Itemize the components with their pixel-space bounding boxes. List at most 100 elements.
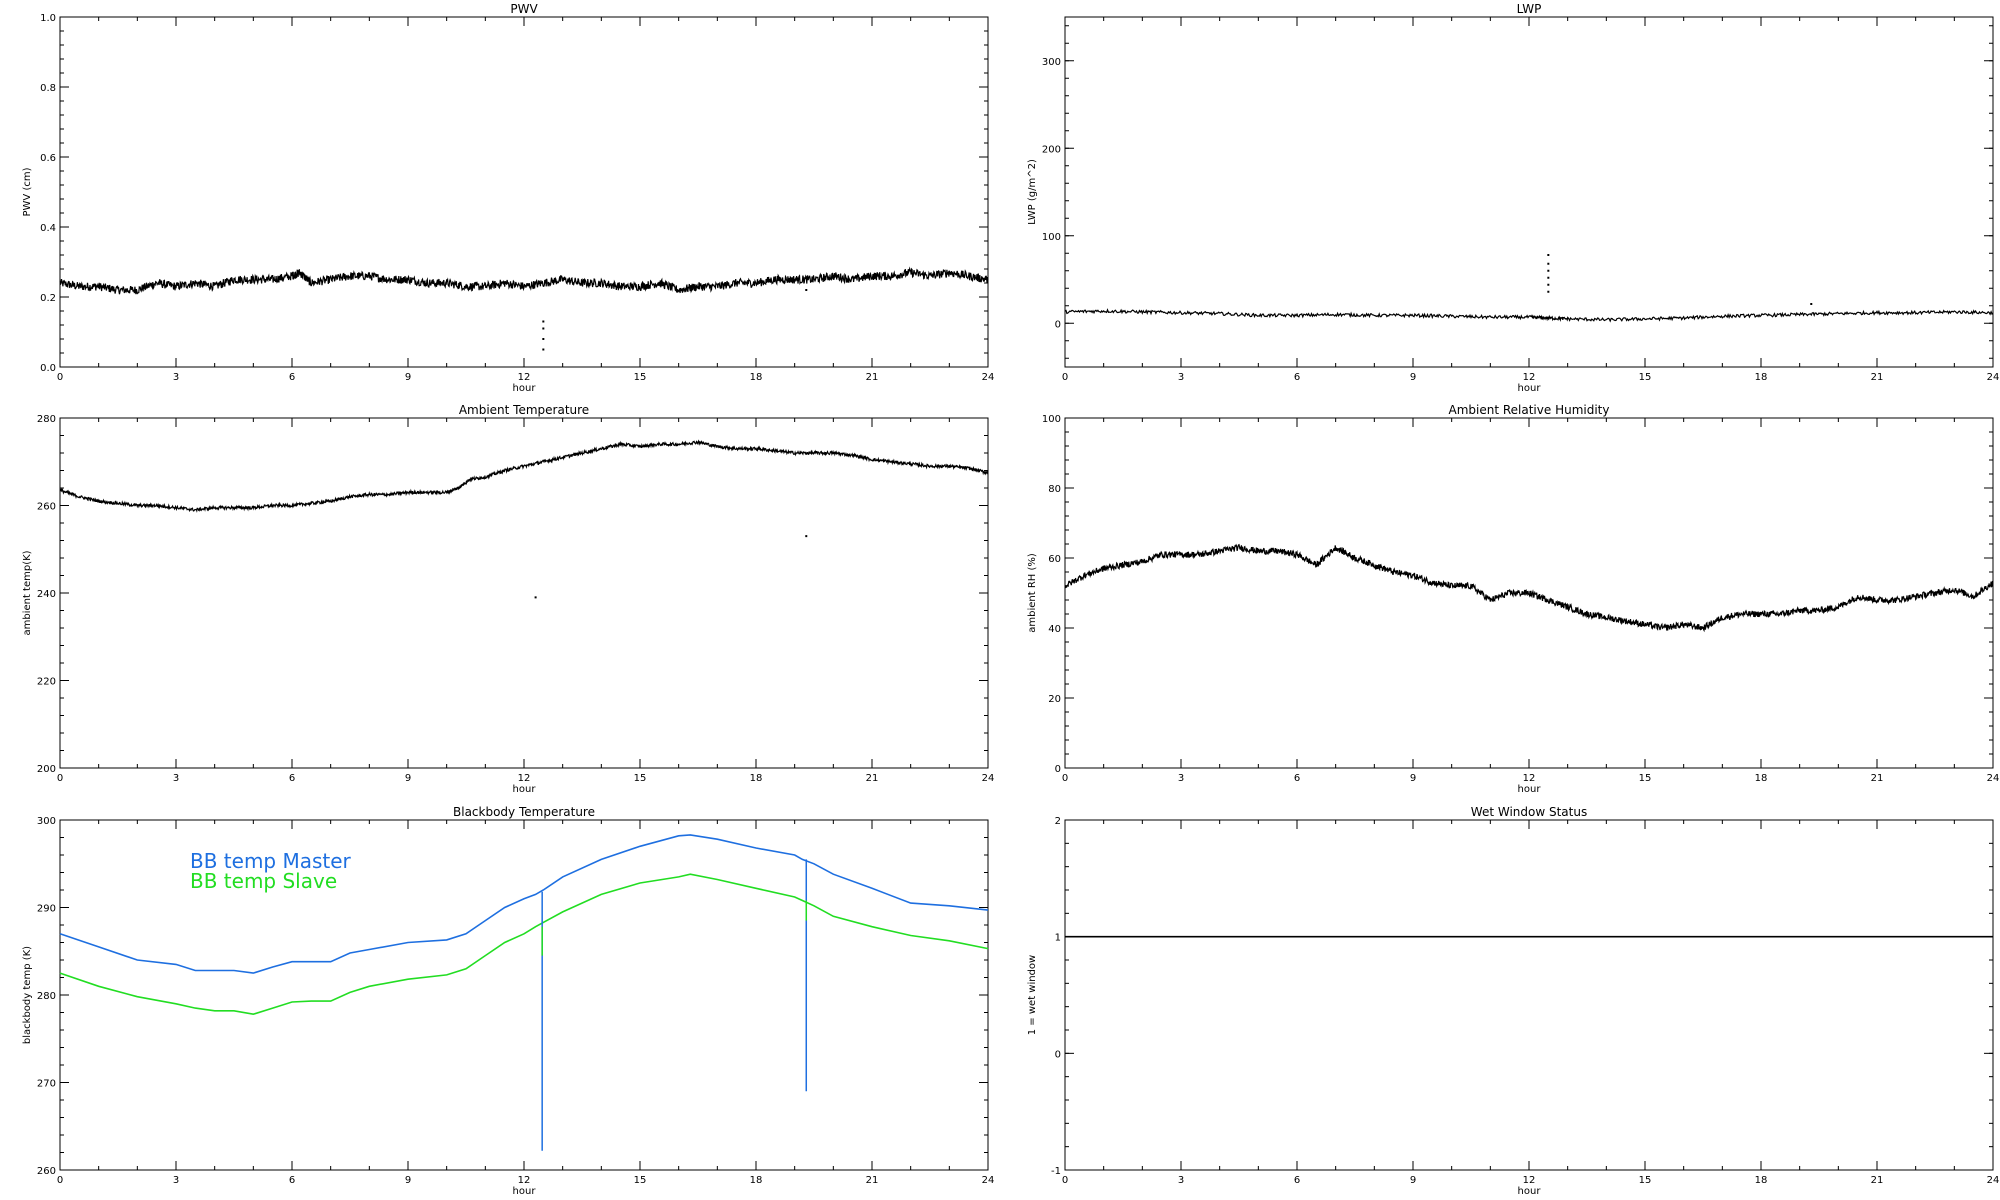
chart-title: Ambient Relative Humidity (1449, 403, 1610, 417)
x-tick-label: 15 (1639, 1175, 1652, 1186)
y-axis-label: ambient temp(K) (22, 550, 33, 635)
y-tick-label: 1.0 (40, 13, 56, 24)
y-tick-label: 0 (1055, 1049, 1061, 1060)
series-line-0 (59, 439, 989, 513)
x-tick-label: 0 (57, 773, 63, 784)
x-tick-label: 24 (1987, 372, 2000, 383)
x-axis-label: hour (513, 784, 537, 795)
x-tick-label: 9 (405, 1175, 411, 1186)
x-tick-label: 18 (750, 1175, 763, 1186)
x-tick-label: 24 (1987, 773, 2000, 784)
y-tick-label: 240 (37, 589, 56, 600)
series-line-0 (59, 266, 989, 295)
y-tick-label: 300 (1042, 57, 1061, 68)
outlier-point (542, 338, 545, 340)
y-axis-label: LWP (g/m^2) (1027, 159, 1038, 225)
x-tick-label: 3 (1178, 372, 1184, 383)
x-axis-label: hour (513, 383, 537, 394)
chart-title: Ambient Temperature (459, 403, 589, 417)
x-tick-label: 3 (1178, 1175, 1184, 1186)
x-tick-label: 0 (1062, 372, 1068, 383)
x-tick-label: 18 (1755, 773, 1768, 784)
x-axis-label: hour (1518, 1186, 1542, 1197)
y-tick-label: 0.2 (40, 293, 56, 304)
x-tick-label: 18 (750, 773, 763, 784)
x-tick-label: 15 (634, 773, 647, 784)
x-tick-label: 18 (1755, 372, 1768, 383)
x-tick-label: 3 (173, 773, 179, 784)
x-tick-label: 15 (1639, 773, 1652, 784)
legend-entry: BB temp Master (190, 849, 352, 873)
y-axis-label: 1 = wet window (1027, 955, 1038, 1035)
y-tick-label: 100 (1042, 232, 1061, 243)
chart-bb-temp: Blackbody Temperature 0 3 6 9 12 15 18 21 24 hour 2… (22, 805, 994, 1197)
y-tick-label: 200 (37, 764, 56, 775)
chart-ambient-temp: Ambient Temperature 0 3 6 9 12 15 18 21 24 hour 200… (22, 403, 994, 795)
y-tick-label: 20 (1048, 694, 1061, 705)
x-tick-label: 0 (57, 1175, 63, 1186)
x-tick-label: 21 (866, 372, 879, 383)
x-tick-label: 0 (1062, 773, 1068, 784)
y-tick-label: 220 (37, 677, 56, 688)
x-tick-label: 12 (518, 773, 531, 784)
x-tick-label: 12 (1523, 1175, 1536, 1186)
x-tick-label: 15 (634, 372, 647, 383)
y-tick-label: 260 (37, 1166, 56, 1177)
x-tick-label: 21 (866, 1175, 879, 1186)
chart-title: Blackbody Temperature (453, 805, 595, 819)
y-tick-label: 280 (37, 414, 56, 425)
y-tick-label: 100 (1042, 414, 1061, 425)
x-tick-label: 6 (1294, 1175, 1300, 1186)
x-tick-label: 9 (405, 773, 411, 784)
x-tick-label: 15 (634, 1175, 647, 1186)
x-tick-label: 9 (1410, 773, 1416, 784)
y-tick-label: 270 (37, 1079, 56, 1090)
series-line-0 (59, 834, 989, 974)
outlier-point (542, 327, 545, 330)
chart-title: Wet Window Status (1471, 805, 1587, 819)
outlier-point (1547, 254, 1550, 256)
x-tick-label: 6 (1294, 372, 1300, 383)
y-tick-label: 1 (1055, 933, 1061, 944)
plot-frame (59, 417, 989, 769)
outlier-point (805, 289, 808, 291)
y-tick-label: 0.8 (40, 83, 56, 94)
x-tick-label: 6 (289, 372, 295, 383)
x-axis-label: hour (513, 1186, 537, 1197)
outlier-point (1810, 303, 1813, 305)
y-tick-label: 2 (1055, 816, 1061, 827)
y-tick-label: -1 (1051, 1166, 1061, 1177)
y-axis-label: PWV (cm) (22, 167, 33, 216)
x-tick-label: 21 (1871, 773, 1884, 784)
plot-frame (1064, 417, 1994, 769)
y-tick-label: 300 (37, 816, 56, 827)
x-tick-label: 21 (1871, 372, 1884, 383)
x-tick-label: 24 (982, 372, 995, 383)
chart-lwp: LWP 0 3 6 9 12 15 18 21 24 hour 0 100 200 300 LWP (g/m^… (1027, 2, 1999, 394)
x-tick-label: 9 (1410, 1175, 1416, 1186)
x-tick-label: 3 (173, 372, 179, 383)
chart-pwv: PWV 0 3 6 9 12 15 18 21 24 hour 0.0 0.2 0.4 0.6 0.8 1.0 P… (22, 2, 994, 394)
outlier-point (1547, 262, 1550, 265)
outlier-point (1547, 290, 1550, 293)
series-line-0 (1064, 308, 1994, 323)
y-tick-label: 0 (1055, 764, 1061, 775)
y-tick-label: 200 (1042, 144, 1061, 155)
y-tick-label: 280 (37, 991, 56, 1002)
y-tick-label: 260 (37, 502, 56, 513)
x-tick-label: 12 (518, 1175, 531, 1186)
outlier-point (534, 596, 537, 599)
y-tick-label: 80 (1048, 484, 1061, 495)
x-axis-label: hour (1518, 784, 1542, 795)
outlier-point (542, 348, 545, 351)
outlier-point (1547, 276, 1550, 279)
x-tick-label: 6 (289, 1175, 295, 1186)
x-tick-label: 21 (1871, 1175, 1884, 1186)
y-tick-label: 0.6 (40, 153, 56, 164)
outlier-point (1547, 269, 1550, 272)
outlier-point (542, 320, 545, 323)
x-tick-label: 0 (57, 372, 63, 383)
x-tick-label: 6 (1294, 773, 1300, 784)
y-tick-label: 0 (1055, 319, 1061, 330)
